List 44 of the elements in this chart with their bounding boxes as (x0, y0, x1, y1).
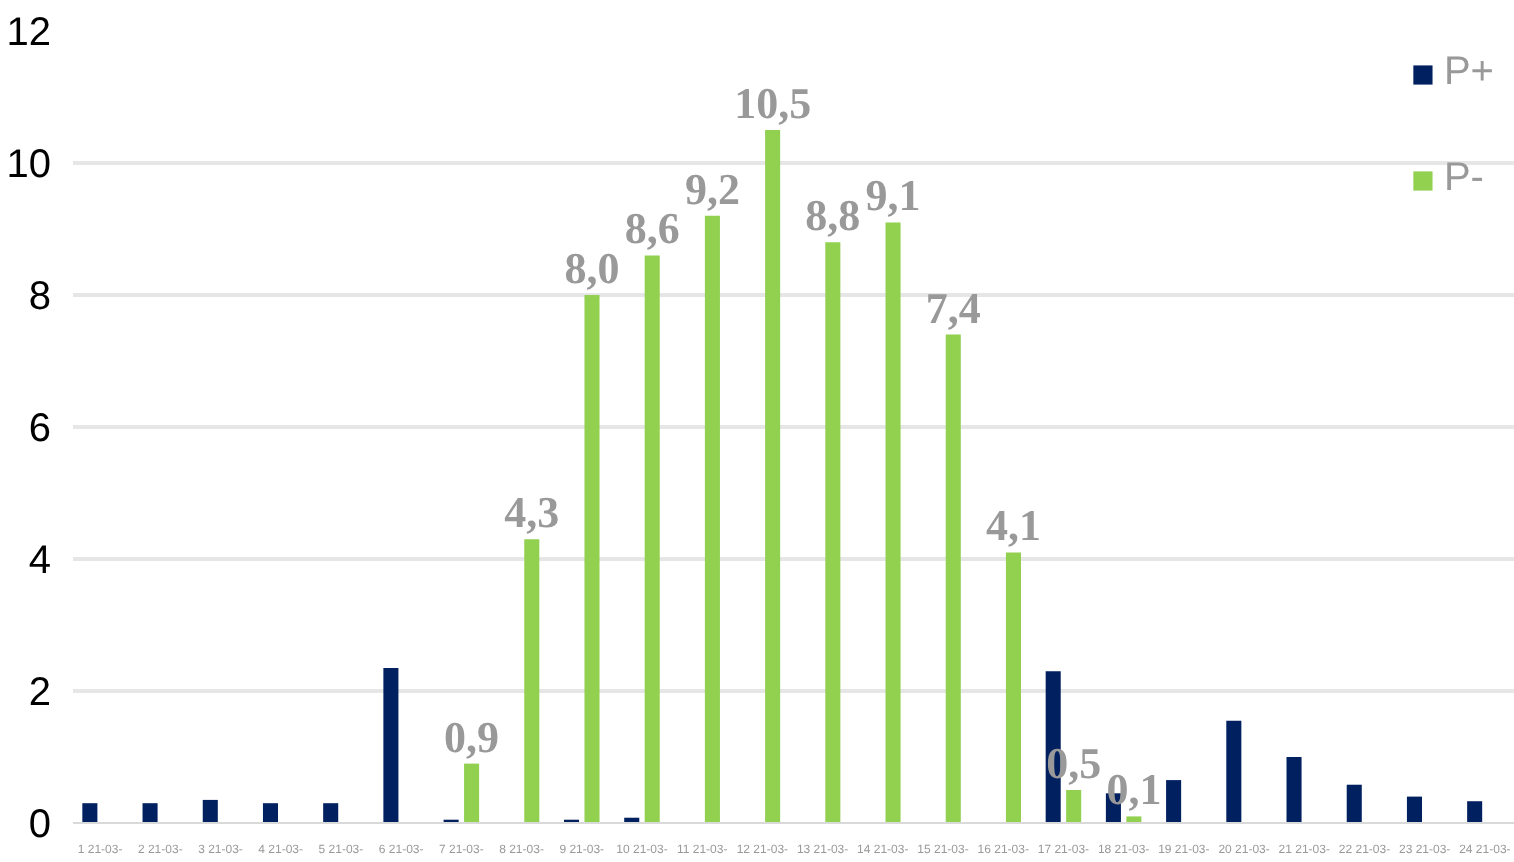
bar (1166, 780, 1182, 823)
bar (383, 667, 399, 823)
bar (262, 803, 279, 823)
bar (704, 215, 720, 823)
data-label: 0,1 (1106, 764, 1162, 815)
bar (644, 255, 660, 823)
bar (464, 763, 480, 823)
y-tick-label: 4 (28, 539, 51, 583)
bar (142, 803, 158, 823)
y-tick-label: 12 (6, 11, 52, 55)
data-label: 9,2 (684, 163, 740, 214)
bar (1406, 796, 1422, 823)
bar (1346, 784, 1362, 823)
legend-label: P+ (1443, 50, 1494, 96)
legend-label: P- (1443, 156, 1484, 202)
y-tick-label: 2 (28, 671, 51, 715)
bar (1005, 552, 1021, 823)
data-label: 8,0 (564, 243, 620, 293)
bar (1467, 801, 1483, 823)
data-label: 4,1 (985, 500, 1041, 551)
bar (202, 799, 218, 823)
data-label: 0,9 (444, 711, 500, 762)
bar (524, 539, 540, 823)
bar (885, 222, 901, 823)
y-tick-label: 0 (28, 803, 51, 847)
y-tick-label: 10 (6, 143, 52, 187)
bar (765, 130, 781, 823)
bar (945, 334, 961, 823)
bar (1286, 757, 1302, 823)
bar (1066, 790, 1082, 823)
bar (323, 803, 339, 823)
data-label: 10,5 (734, 78, 812, 128)
bar (825, 242, 841, 823)
y-tick-label: 6 (28, 407, 51, 451)
bar (584, 295, 600, 823)
data-label: 8,8 (805, 190, 861, 241)
bar (82, 803, 98, 823)
bar (1226, 720, 1242, 823)
data-label: 4,3 (504, 487, 560, 538)
data-label: 9,1 (865, 170, 921, 221)
data-label: 7,4 (925, 282, 981, 333)
data-label: 8,6 (624, 203, 680, 254)
y-tick-label: 8 (28, 275, 51, 319)
bar (1126, 816, 1142, 823)
